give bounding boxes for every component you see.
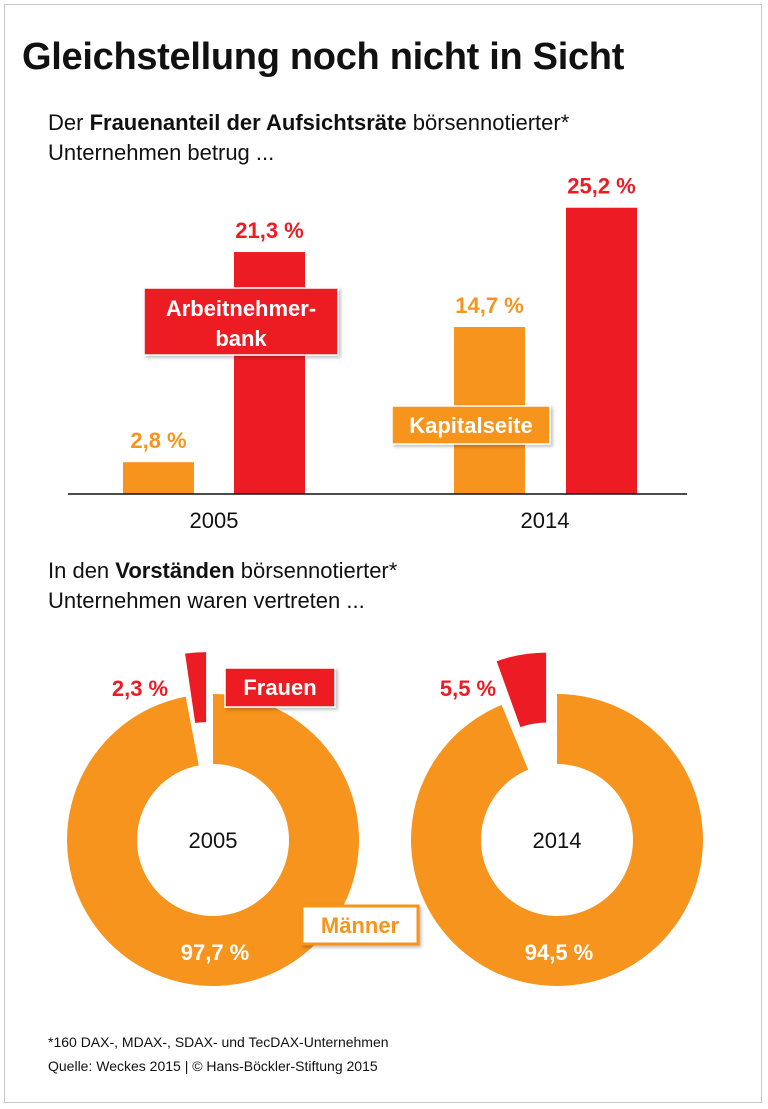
text: Unternehmen betrug ...: [48, 140, 275, 165]
data-label-frauen: 5,5 %: [440, 676, 496, 701]
label-box: [300, 904, 420, 946]
data-label-frauen: 2,3 %: [112, 676, 168, 701]
section2-heading: In den Vorständen börsennotierter* Unter…: [48, 556, 397, 616]
slice-frauen-2005: [185, 652, 207, 723]
data-label-maenner: 97,7 %: [181, 940, 250, 965]
series-label-kapitalseite: Kapitalseite: [391, 405, 551, 445]
source: Quelle: Weckes 2015 | © Hans-Böckler-Sti…: [48, 1058, 378, 1074]
donut-center-label: 2014: [533, 828, 582, 853]
frame: [4, 4, 762, 1103]
text: börsennotierter*: [406, 110, 570, 135]
text: Der: [48, 110, 90, 135]
label-box: [143, 287, 339, 356]
footnote: *160 DAX-, MDAX-, SDAX- und TecDAX-Unter…: [48, 1034, 389, 1050]
data-label: 25,2 %: [567, 174, 636, 199]
data-label-maenner: 94,5 %: [525, 940, 594, 965]
donut-center-label: 2005: [189, 828, 238, 853]
label-text: bank: [215, 326, 267, 351]
x-tick-label: 2005: [190, 508, 239, 533]
bar-kapitalseite-2005: [123, 462, 194, 494]
page-title: Gleichstellung noch nicht in Sicht: [22, 36, 625, 78]
label-text: Kapitalseite: [409, 413, 533, 438]
label-text: Arbeitnehmer-: [166, 296, 316, 321]
text: In den: [48, 558, 116, 583]
bar-arbeitnehmerbank-2014: [566, 207, 637, 494]
legend-maenner: Männer: [300, 904, 420, 946]
label-box: [224, 667, 336, 708]
label-text: Frauen: [243, 675, 316, 700]
data-label: 21,3 %: [235, 218, 304, 243]
label-box: [391, 405, 551, 445]
slice-maenner-2005: [66, 694, 359, 986]
data-label: 14,7 %: [455, 293, 524, 318]
slice-frauen-2014: [496, 652, 547, 728]
x-tick-label: 2014: [521, 508, 570, 533]
slice-maenner-2014: [410, 694, 703, 986]
text: Unternehmen waren vertreten ...: [48, 588, 365, 613]
legend-frauen: Frauen: [224, 667, 336, 708]
label-text: Männer: [321, 913, 400, 938]
data-label: 2,8 %: [130, 428, 186, 453]
series-label-arbeitnehmerbank: Arbeitnehmer- bank: [143, 287, 339, 356]
text-bold: Vorständen: [115, 558, 235, 583]
text-bold: Frauenanteil der Aufsichtsräte: [89, 110, 407, 135]
section1-heading: Der Frauenanteil der Aufsichtsräte börse…: [48, 108, 569, 168]
text: börsennotierter*: [234, 558, 398, 583]
